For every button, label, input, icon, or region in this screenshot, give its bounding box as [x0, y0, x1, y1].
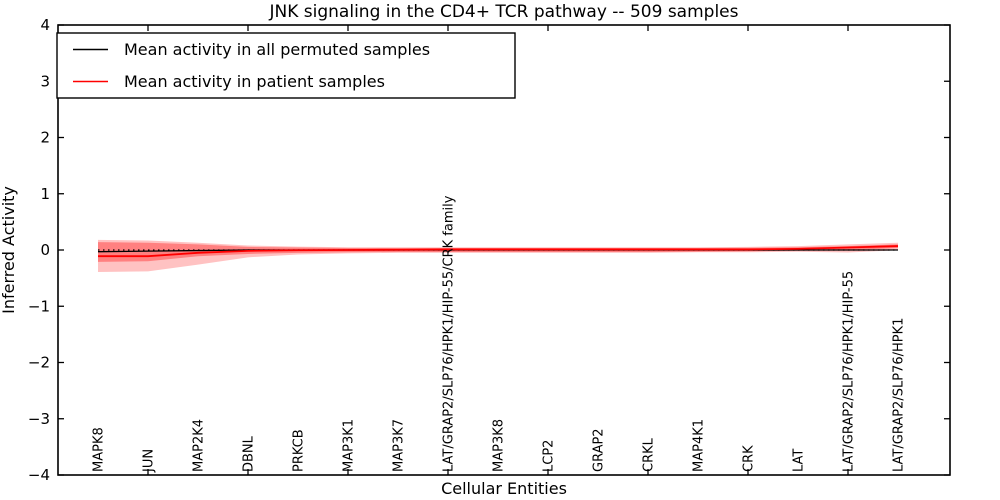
y-tick-label: −3	[28, 410, 50, 428]
y-tick-label: 1	[40, 185, 50, 203]
x-tick-label: MAPK8	[92, 427, 107, 472]
y-tick-label: 3	[40, 72, 50, 90]
y-tick-label: −1	[28, 297, 50, 315]
x-tick-label: MAP3K8	[492, 419, 507, 472]
x-tick-label: MAP3K1	[342, 419, 357, 472]
uncertainty-bands	[98, 239, 898, 272]
x-tick-label: DBNL	[242, 435, 257, 472]
x-tick-label: PRKCB	[292, 429, 307, 472]
x-axis-label: Cellular Entities	[441, 479, 567, 498]
legend-label-patient: Mean activity in patient samples	[124, 72, 385, 91]
y-tick-labels: −4 −3 −2 −1 0 1 2 3 4	[28, 16, 50, 484]
chart-title: JNK signaling in the CD4+ TCR pathway --…	[269, 2, 739, 22]
y-axis-label: Inferred Activity	[0, 186, 18, 314]
x-tick-label: MAP4K1	[692, 419, 707, 472]
x-tick-label: JUN	[142, 449, 157, 473]
y-tick-label: −4	[28, 466, 50, 484]
x-tick-label: MAP3K7	[392, 419, 407, 472]
x-tick-label: LAT/GRAP2/SLP76/HPK1/HIP-55	[842, 271, 857, 472]
x-tick-label: LCP2	[542, 440, 557, 472]
legend-label-permuted: Mean activity in all permuted samples	[124, 40, 430, 59]
series-lines	[97, 245, 899, 258]
y-tick-label: 2	[40, 129, 50, 147]
patient-band-outer	[98, 239, 898, 272]
patient-band-inner	[98, 242, 898, 262]
x-tick-labels: MAPK8 JUN MAP2K4 DBNL PRKCB MAP3K1 MAP3K7 LAT/G…	[92, 195, 907, 473]
x-tick-label: GRAP2	[592, 428, 607, 472]
x-tick-label: LAT/GRAP2/SLP76/HPK1	[892, 318, 907, 472]
y-tick-label: 4	[40, 16, 50, 34]
legend: Mean activity in all permuted samples Me…	[56, 32, 516, 99]
y-tick-label: 0	[40, 241, 50, 259]
x-tick-label: MAP2K4	[192, 419, 207, 472]
legend-box	[56, 32, 516, 99]
y-tick-label: −2	[28, 354, 50, 372]
x-tick-label: CRK	[742, 445, 757, 472]
series-line-1	[98, 245, 899, 258]
x-tick-label: LAT	[792, 449, 807, 472]
x-tick-label: CRKL	[642, 437, 657, 472]
axes-spines	[57, 24, 951, 476]
x-tick-label: LAT/GRAP2/SLP76/HPK1/HIP-55/CRK family	[442, 195, 457, 472]
